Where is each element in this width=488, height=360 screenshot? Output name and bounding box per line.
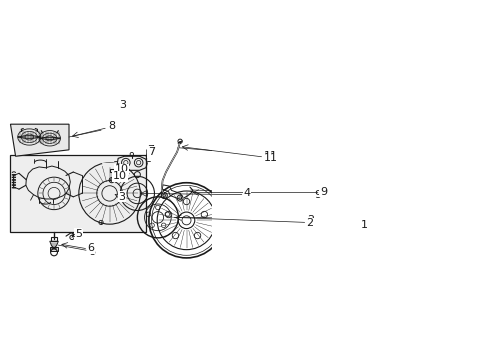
Polygon shape bbox=[10, 155, 145, 232]
Text: 9: 9 bbox=[319, 187, 326, 197]
Text: 2: 2 bbox=[306, 215, 313, 225]
Polygon shape bbox=[102, 163, 117, 167]
Text: 10: 10 bbox=[113, 171, 127, 181]
Text: 7: 7 bbox=[148, 147, 155, 157]
Text: 8: 8 bbox=[108, 124, 115, 134]
Text: 1: 1 bbox=[359, 220, 366, 230]
Text: 9: 9 bbox=[314, 190, 321, 200]
Text: 11: 11 bbox=[263, 151, 277, 161]
Text: 5: 5 bbox=[75, 229, 82, 239]
Bar bbox=[50, 247, 58, 251]
Text: 6: 6 bbox=[88, 247, 95, 257]
Text: 10: 10 bbox=[115, 165, 128, 175]
Text: 4: 4 bbox=[243, 188, 250, 198]
Text: 3: 3 bbox=[118, 192, 125, 202]
Bar bbox=[109, 169, 114, 172]
Polygon shape bbox=[10, 124, 69, 156]
Text: 2: 2 bbox=[305, 218, 313, 228]
Bar bbox=[51, 237, 58, 241]
Text: 1: 1 bbox=[360, 220, 367, 230]
Text: 8: 8 bbox=[108, 121, 115, 131]
Text: 3: 3 bbox=[119, 100, 126, 110]
Text: 5: 5 bbox=[74, 229, 81, 239]
Text: 7: 7 bbox=[147, 145, 154, 155]
Text: 11: 11 bbox=[264, 153, 278, 163]
Text: 6: 6 bbox=[87, 243, 94, 253]
